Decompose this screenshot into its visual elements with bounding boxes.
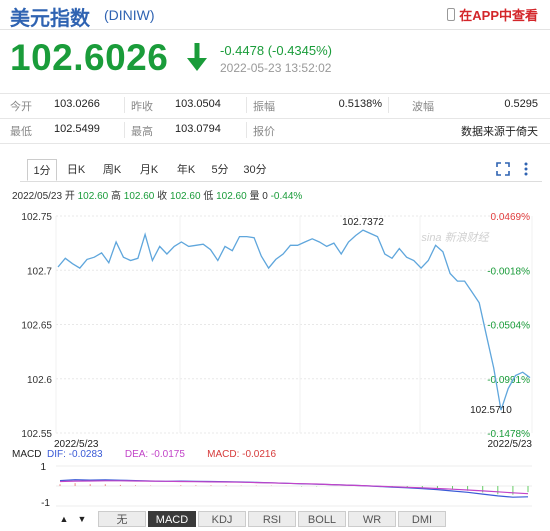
symbol-code: (DINIW) bbox=[104, 7, 155, 23]
divider bbox=[124, 122, 125, 138]
divider bbox=[246, 122, 247, 138]
fullscreen-icon[interactable] bbox=[496, 162, 510, 179]
y-tick-label: 102.65 bbox=[21, 321, 52, 332]
indicator-tab-none[interactable]: 无 bbox=[98, 511, 146, 527]
macd-chart[interactable]: 1 -1 bbox=[0, 462, 550, 510]
divider bbox=[388, 97, 389, 113]
high-annotation: 102.7372 bbox=[342, 217, 384, 228]
prev-close-label: 昨收 bbox=[131, 101, 153, 113]
y-tick-label: 102.6 bbox=[27, 375, 52, 386]
divider bbox=[0, 118, 550, 119]
price-change: -0.4478 (-0.4345%) bbox=[220, 43, 333, 58]
info-open: 102.60 bbox=[77, 191, 109, 202]
info-high: 102.60 bbox=[123, 191, 155, 202]
low-value: 102.5499 bbox=[54, 123, 100, 135]
indicator-tab-kdj[interactable]: KDJ bbox=[198, 511, 246, 527]
pct-tick-label: -0.0018% bbox=[487, 266, 530, 277]
x-label-start: 2022/5/23 bbox=[54, 439, 99, 448]
high-label: 最高 bbox=[131, 126, 153, 138]
info-high-label: 高 bbox=[111, 191, 121, 202]
indicator-tab-boll[interactable]: BOLL bbox=[298, 511, 346, 527]
pct-tick-label: -0.1478% bbox=[487, 429, 530, 440]
info-open-label: 开 bbox=[64, 191, 75, 202]
range-label: 波幅 bbox=[412, 101, 434, 113]
open-label: 今开 bbox=[10, 101, 32, 113]
macd-dea: DEA: -0.0175 bbox=[124, 449, 185, 460]
tab-weekly[interactable]: 周K bbox=[102, 164, 122, 176]
tab-1min[interactable]: 1分 bbox=[27, 159, 57, 181]
low-label: 最低 bbox=[10, 126, 32, 138]
macd-value: MACD: -0.0216 bbox=[207, 449, 277, 460]
range-value: 0.5295 bbox=[504, 98, 538, 110]
dea-line bbox=[59, 480, 529, 495]
open-value: 103.0266 bbox=[54, 98, 100, 110]
pct-axis-ticks: 0.0469% -0.0018% -0.0504% -0.0991% -0.1478% bbox=[487, 212, 530, 440]
quote-timestamp: 2022-05-23 13:52:02 bbox=[220, 61, 332, 75]
macd-grid bbox=[56, 465, 532, 507]
divider bbox=[124, 97, 125, 113]
y-tick-label: 102.7 bbox=[27, 266, 52, 277]
indicator-tabs: 无 MACD KDJ RSI BOLL WR DMI bbox=[98, 511, 550, 527]
macd-legend: MACD DIF: -0.0283 DEA: -0.0175 MACD: -0.… bbox=[12, 449, 276, 460]
info-close: 102.60 bbox=[169, 191, 201, 202]
indicator-tab-dmi[interactable]: DMI bbox=[398, 511, 446, 527]
stats-row-1: 今开 103.0266 昨收 103.0504 振幅 0.5138% 波幅 0.… bbox=[0, 94, 550, 116]
page-title: 美元指数 bbox=[10, 8, 90, 30]
divider bbox=[246, 97, 247, 113]
macd-dif: DIF: -0.0283 bbox=[47, 449, 103, 460]
indicator-tab-wr[interactable]: WR bbox=[348, 511, 396, 527]
open-in-app-link[interactable]: 在APP中查看 bbox=[447, 5, 538, 24]
down-arrow-icon bbox=[187, 43, 207, 71]
quote-label: 报价 bbox=[253, 126, 275, 138]
tab-yearly[interactable]: 年K bbox=[176, 164, 196, 176]
y-tick-label: 102.55 bbox=[21, 429, 52, 440]
macd-title: MACD bbox=[12, 449, 42, 460]
data-source-note: 数据来源于倚天 bbox=[461, 126, 538, 138]
divider bbox=[0, 143, 550, 144]
more-options-icon[interactable] bbox=[523, 161, 529, 180]
macd-ytick-top: 1 bbox=[40, 462, 46, 473]
y-tick-label: 102.75 bbox=[21, 212, 52, 223]
high-value: 103.0794 bbox=[175, 123, 221, 135]
chart-grid bbox=[55, 215, 533, 434]
divider bbox=[0, 93, 550, 94]
x-label-end: 2022/5/23 bbox=[488, 439, 533, 448]
amplitude-value: 0.5138% bbox=[338, 98, 382, 110]
pct-tick-label: 0.0469% bbox=[491, 212, 531, 223]
info-vol-label: 量 bbox=[249, 191, 260, 202]
tab-30min[interactable]: 30分 bbox=[243, 164, 267, 176]
info-low-label: 低 bbox=[203, 191, 214, 202]
y-axis-ticks: 102.75 102.7 102.65 102.6 102.55 bbox=[21, 212, 52, 440]
phone-icon bbox=[447, 8, 456, 21]
info-close-label: 收 bbox=[157, 191, 168, 202]
macd-ytick-bottom: -1 bbox=[41, 498, 50, 509]
info-low: 102.60 bbox=[216, 191, 247, 202]
stats-row-2: 最低 102.5499 最高 103.0794 报价 数据来源于倚天 bbox=[0, 119, 550, 141]
price-line bbox=[57, 229, 531, 411]
amplitude-label: 振幅 bbox=[253, 101, 275, 113]
current-price: 102.6026 bbox=[10, 37, 169, 78]
tab-daily[interactable]: 日K bbox=[66, 164, 86, 176]
dif-line bbox=[59, 479, 529, 498]
ohlc-info: 2022/05/23 开 102.60 高 102.60 收 102.60 低 … bbox=[12, 187, 302, 202]
header: 美元指数 (DINIW) 在APP中查看 bbox=[0, 0, 550, 30]
scroll-up-button[interactable]: ▲ bbox=[59, 514, 69, 524]
low-annotation: 102.5710 bbox=[470, 405, 512, 416]
indicator-tab-rsi[interactable]: RSI bbox=[248, 511, 296, 527]
info-vol: 0 bbox=[262, 191, 268, 202]
scroll-down-button[interactable]: ▼ bbox=[77, 514, 87, 524]
pct-tick-label: -0.0504% bbox=[487, 321, 530, 332]
open-in-app-label: 在APP中查看 bbox=[459, 8, 538, 23]
period-tabs: 1分 日K 周K 月K 年K 5分 30分 bbox=[20, 159, 542, 182]
tab-monthly[interactable]: 月K bbox=[139, 164, 159, 176]
prev-close-value: 103.0504 bbox=[175, 98, 221, 110]
info-pct: -0.44% bbox=[270, 191, 303, 202]
chart-watermark: sina 新浪财经 bbox=[421, 231, 489, 244]
pct-tick-label: -0.0991% bbox=[487, 375, 530, 386]
tab-5min[interactable]: 5分 bbox=[211, 164, 229, 176]
indicator-tab-macd[interactable]: MACD bbox=[148, 511, 196, 527]
info-date: 2022/05/23 bbox=[12, 191, 63, 202]
price-chart[interactable]: sina 新浪财经 102.75 102.7 102.65 102.6 102.55 0… bbox=[0, 203, 550, 448]
